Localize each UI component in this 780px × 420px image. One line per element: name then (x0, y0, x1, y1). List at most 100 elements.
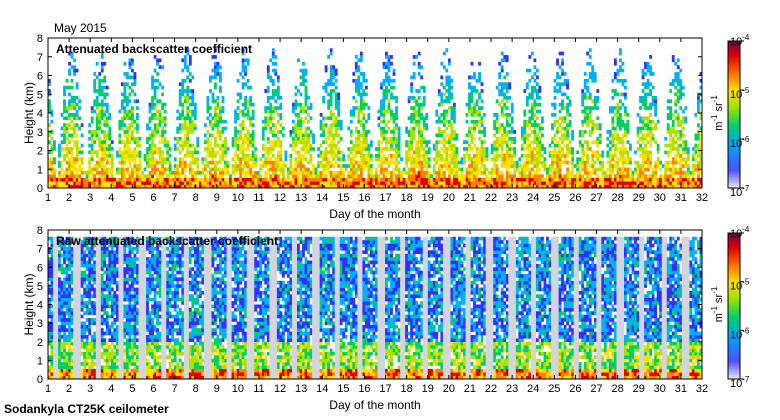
y-tick-label: 3 (37, 127, 43, 139)
colorbar-scale (727, 40, 741, 189)
colorbar-tick-exponent: -7 (742, 375, 750, 384)
x-tick-label: 26 (569, 192, 581, 204)
colorbar-tick-label: 10-5 (730, 278, 750, 293)
x-tick-label: 6 (150, 383, 156, 395)
x-tick-label: 5 (129, 383, 135, 395)
x-axis-ticks: 1 2 3 4 5 6 7 8 9 10 11 12 13 14 15 16 17 18 19 20 21 22 23 24 2… (45, 230, 708, 395)
x-tick-label: 31 (675, 383, 687, 395)
x-tick-label: 7 (172, 192, 178, 204)
x-tick-label: 16 (358, 383, 370, 395)
panel-title: Attenuated backscatter coefficient (56, 42, 252, 56)
x-tick-label: 27 (590, 383, 602, 395)
y-tick-label: 2 (37, 337, 43, 349)
y-axis-ticks: 0 1 2 3 4 5 6 7 8 (37, 33, 702, 195)
x-tick-label: 23 (506, 383, 518, 395)
x-tick-label: 17 (379, 383, 391, 395)
unit-exponent: -1 (710, 286, 719, 294)
colorbar-tick-exponent: -6 (742, 326, 750, 335)
y-tick-label: 0 (37, 183, 43, 195)
x-tick-label: 29 (633, 383, 645, 395)
colorbar-tick-label: 10-4 (730, 33, 750, 48)
x-tick-label: 16 (358, 192, 370, 204)
y-tick-label: 4 (37, 300, 43, 312)
x-tick-label: 8 (193, 383, 199, 395)
unit-m: m (713, 122, 725, 131)
unit-exponent: -1 (710, 95, 719, 103)
colorbar-tick-exponent: -7 (742, 184, 750, 193)
unit-exponent: -1 (710, 114, 719, 122)
x-tick-label: 27 (590, 192, 602, 204)
colorbar-tick-label: 10-6 (730, 135, 750, 150)
x-tick-label: 22 (485, 383, 497, 395)
x-tick-label: 6 (150, 192, 156, 204)
x-tick-label: 15 (337, 383, 349, 395)
period-label: May 2015 (54, 21, 107, 35)
x-tick-label: 28 (611, 383, 623, 395)
colorbar-tick-exponent: -4 (742, 225, 750, 234)
x-tick-label: 14 (316, 383, 328, 395)
unit-sr: sr (713, 294, 725, 304)
y-tick-label: 1 (37, 164, 43, 176)
x-tick-label: 9 (214, 383, 220, 395)
x-tick-label: 3 (87, 383, 93, 395)
x-tick-label: 31 (675, 192, 687, 204)
colorbar-tick-label: 10-4 (730, 225, 750, 240)
x-tick-label: 25 (548, 383, 560, 395)
x-tick-label: 20 (443, 192, 455, 204)
x-tick-label: 1 (45, 383, 51, 395)
x-tick-label: 24 (527, 192, 539, 204)
colorbar-tick-label: 10-7 (730, 375, 750, 390)
panel-attenuated-backscatter: 1 2 3 4 5 6 7 8 9 10 11 12 13 14 15 16 17 18 19 20 21 22 23 24 2… (22, 33, 750, 221)
x-tick-label: 2 (66, 383, 72, 395)
x-tick-label: 23 (506, 192, 518, 204)
y-tick-label: 6 (37, 71, 43, 83)
x-tick-label: 3 (87, 192, 93, 204)
unit-m: m (713, 313, 725, 322)
x-tick-label: 21 (464, 192, 476, 204)
y-tick-label: 2 (37, 146, 43, 158)
panel-raw-attenuated-backscatter: 1 2 3 4 5 6 7 8 9 10 11 12 13 14 15 16 17 18 19 20 21 22 23 24 2… (22, 225, 750, 412)
x-tick-label: 25 (548, 192, 560, 204)
y-tick-label: 5 (37, 281, 43, 293)
y-tick-label: 7 (37, 244, 43, 256)
colorbar: 10-710-610-510-4m-1sr-1 (710, 33, 750, 199)
y-tick-label: 7 (37, 52, 43, 64)
y-tick-label: 6 (37, 262, 43, 274)
x-tick-label: 32 (696, 383, 708, 395)
x-tick-label: 19 (422, 383, 434, 395)
x-tick-label: 8 (193, 192, 199, 204)
y-axis-label: Height (km) (22, 82, 36, 144)
colorbar: 10-710-610-510-4m-1sr-1 (710, 225, 750, 390)
colorbar-tick-label: 10-6 (730, 326, 750, 341)
x-tick-label: 12 (274, 383, 286, 395)
x-tick-label: 30 (654, 383, 666, 395)
x-tick-label: 22 (485, 192, 497, 204)
x-tick-label: 28 (611, 192, 623, 204)
unit-exponent: -1 (710, 305, 719, 313)
x-axis-label: Day of the month (329, 398, 420, 412)
colorbar-tick-exponent: -4 (742, 33, 750, 42)
y-tick-label: 5 (37, 89, 43, 101)
x-tick-label: 12 (274, 192, 286, 204)
colorbar-tick-exponent: -5 (742, 86, 750, 95)
x-tick-label: 20 (443, 383, 455, 395)
y-tick-label: 1 (37, 355, 43, 367)
x-tick-label: 32 (696, 192, 708, 204)
x-tick-label: 11 (253, 383, 264, 395)
x-tick-label: 5 (129, 192, 135, 204)
panel-title: Raw attenuated backscatter coefficient (56, 234, 278, 248)
unit-sr: sr (713, 102, 725, 112)
y-axis-ticks: 0 1 2 3 4 5 6 7 8 (37, 225, 702, 386)
colorbar-tick-exponent: -6 (742, 135, 750, 144)
x-axis-label: Day of the month (329, 207, 420, 221)
colorbar-unit-label: m-1sr-1 (710, 286, 725, 322)
x-tick-label: 9 (214, 192, 220, 204)
x-tick-label: 4 (108, 383, 114, 395)
x-tick-label: 2 (66, 192, 72, 204)
colorbar-tick-label: 10-5 (730, 86, 750, 101)
x-tick-label: 13 (295, 383, 307, 395)
colorbar-unit-label: m-1sr-1 (710, 95, 725, 131)
y-axis-label: Height (km) (22, 273, 36, 335)
y-tick-label: 0 (37, 374, 43, 386)
